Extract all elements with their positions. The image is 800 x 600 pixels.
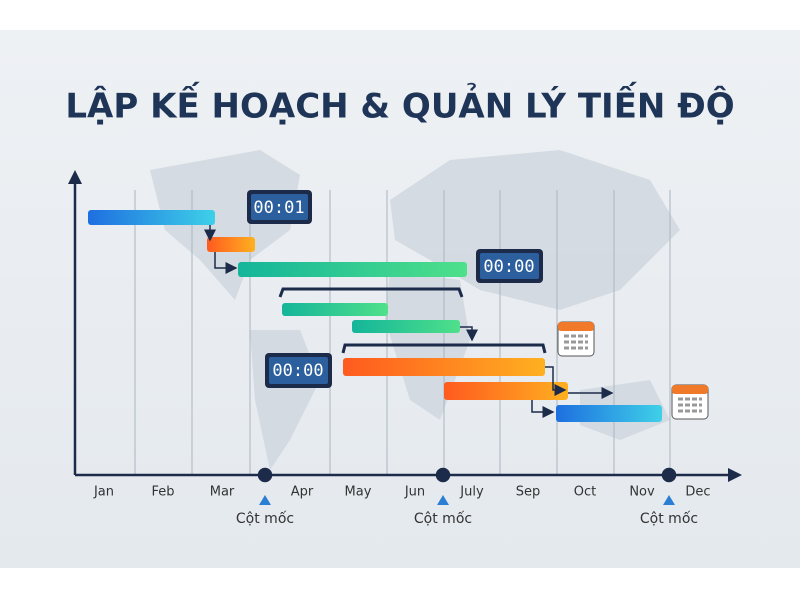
gantt-bars — [88, 210, 662, 422]
month-label: Feb — [151, 485, 174, 500]
clock-time: 00:01 — [253, 198, 304, 218]
month-label: Oct — [574, 485, 596, 500]
month-label: Mar — [210, 485, 235, 500]
milestone-label: Cột mốc — [236, 510, 294, 527]
month-label: Jun — [404, 485, 425, 500]
calendars — [557, 321, 709, 420]
month-label: July — [459, 485, 484, 500]
milestone-label: Cột mốc — [640, 510, 698, 527]
milestone-label: Cột mốc — [414, 510, 472, 527]
clock-time: 00:00 — [483, 257, 534, 277]
clocks: 00:01 00:00 00:00 — [247, 190, 543, 388]
month-label: May — [345, 485, 372, 500]
axes — [68, 170, 742, 483]
month-label: Apr — [291, 485, 314, 500]
milestone-labels: Cột mốc Cột mốc Cột mốc — [236, 510, 698, 527]
month-label: Jan — [93, 485, 114, 500]
clock-time: 00:00 — [272, 361, 323, 381]
dependency-arrows — [204, 225, 614, 418]
month-label: Dec — [685, 485, 710, 500]
milestone-markers — [259, 495, 675, 505]
month-label: Sep — [516, 485, 541, 500]
title: LẬP KẾ HOẠCH & QUẢN LÝ TIẾN ĐỘ — [65, 82, 734, 127]
month-labels: Jan Feb Mar Apr May Jun July Sep Oct Nov Dec — [93, 485, 711, 500]
month-label: Nov — [629, 485, 655, 500]
